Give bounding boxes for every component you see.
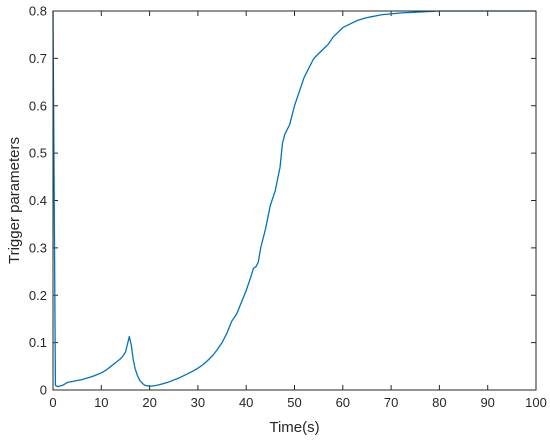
x-tick-label: 70 <box>384 395 398 410</box>
y-tick-label: 0.3 <box>29 240 47 255</box>
y-axis-ticks: 0 0.1 0.2 0.3 0.4 0.5 0.6 0.7 0.8 <box>29 4 536 398</box>
y-tick-label: 0.6 <box>29 98 47 113</box>
x-tick-label: 90 <box>480 395 494 410</box>
x-tick-label: 20 <box>142 395 156 410</box>
y-tick-label: 0.2 <box>29 288 47 303</box>
x-tick-label: 50 <box>287 395 301 410</box>
x-tick-label: 40 <box>239 395 253 410</box>
y-tick-label: 0.7 <box>29 51 47 66</box>
plot-frame <box>52 10 537 391</box>
y-axis-label: Trigger parameters <box>6 137 23 264</box>
y-tick-label: 0.1 <box>29 335 47 350</box>
x-tick-label: 0 <box>49 395 56 410</box>
x-axis-label: Time(s) <box>269 419 319 436</box>
y-tick-label: 0.5 <box>29 146 47 161</box>
x-tick-label: 30 <box>191 395 205 410</box>
x-tick-label: 100 <box>525 395 547 410</box>
x-tick-label: 10 <box>94 395 108 410</box>
x-tick-label: 80 <box>432 395 446 410</box>
x-axis-ticks: 0 10 20 30 40 50 60 70 80 90 100 <box>49 11 547 410</box>
y-tick-label: 0 <box>40 383 47 398</box>
x-tick-label: 60 <box>336 395 350 410</box>
series-line-trigger-parameters <box>52 10 536 388</box>
y-tick-label: 0.8 <box>29 4 47 19</box>
y-tick-label: 0.4 <box>29 193 47 208</box>
